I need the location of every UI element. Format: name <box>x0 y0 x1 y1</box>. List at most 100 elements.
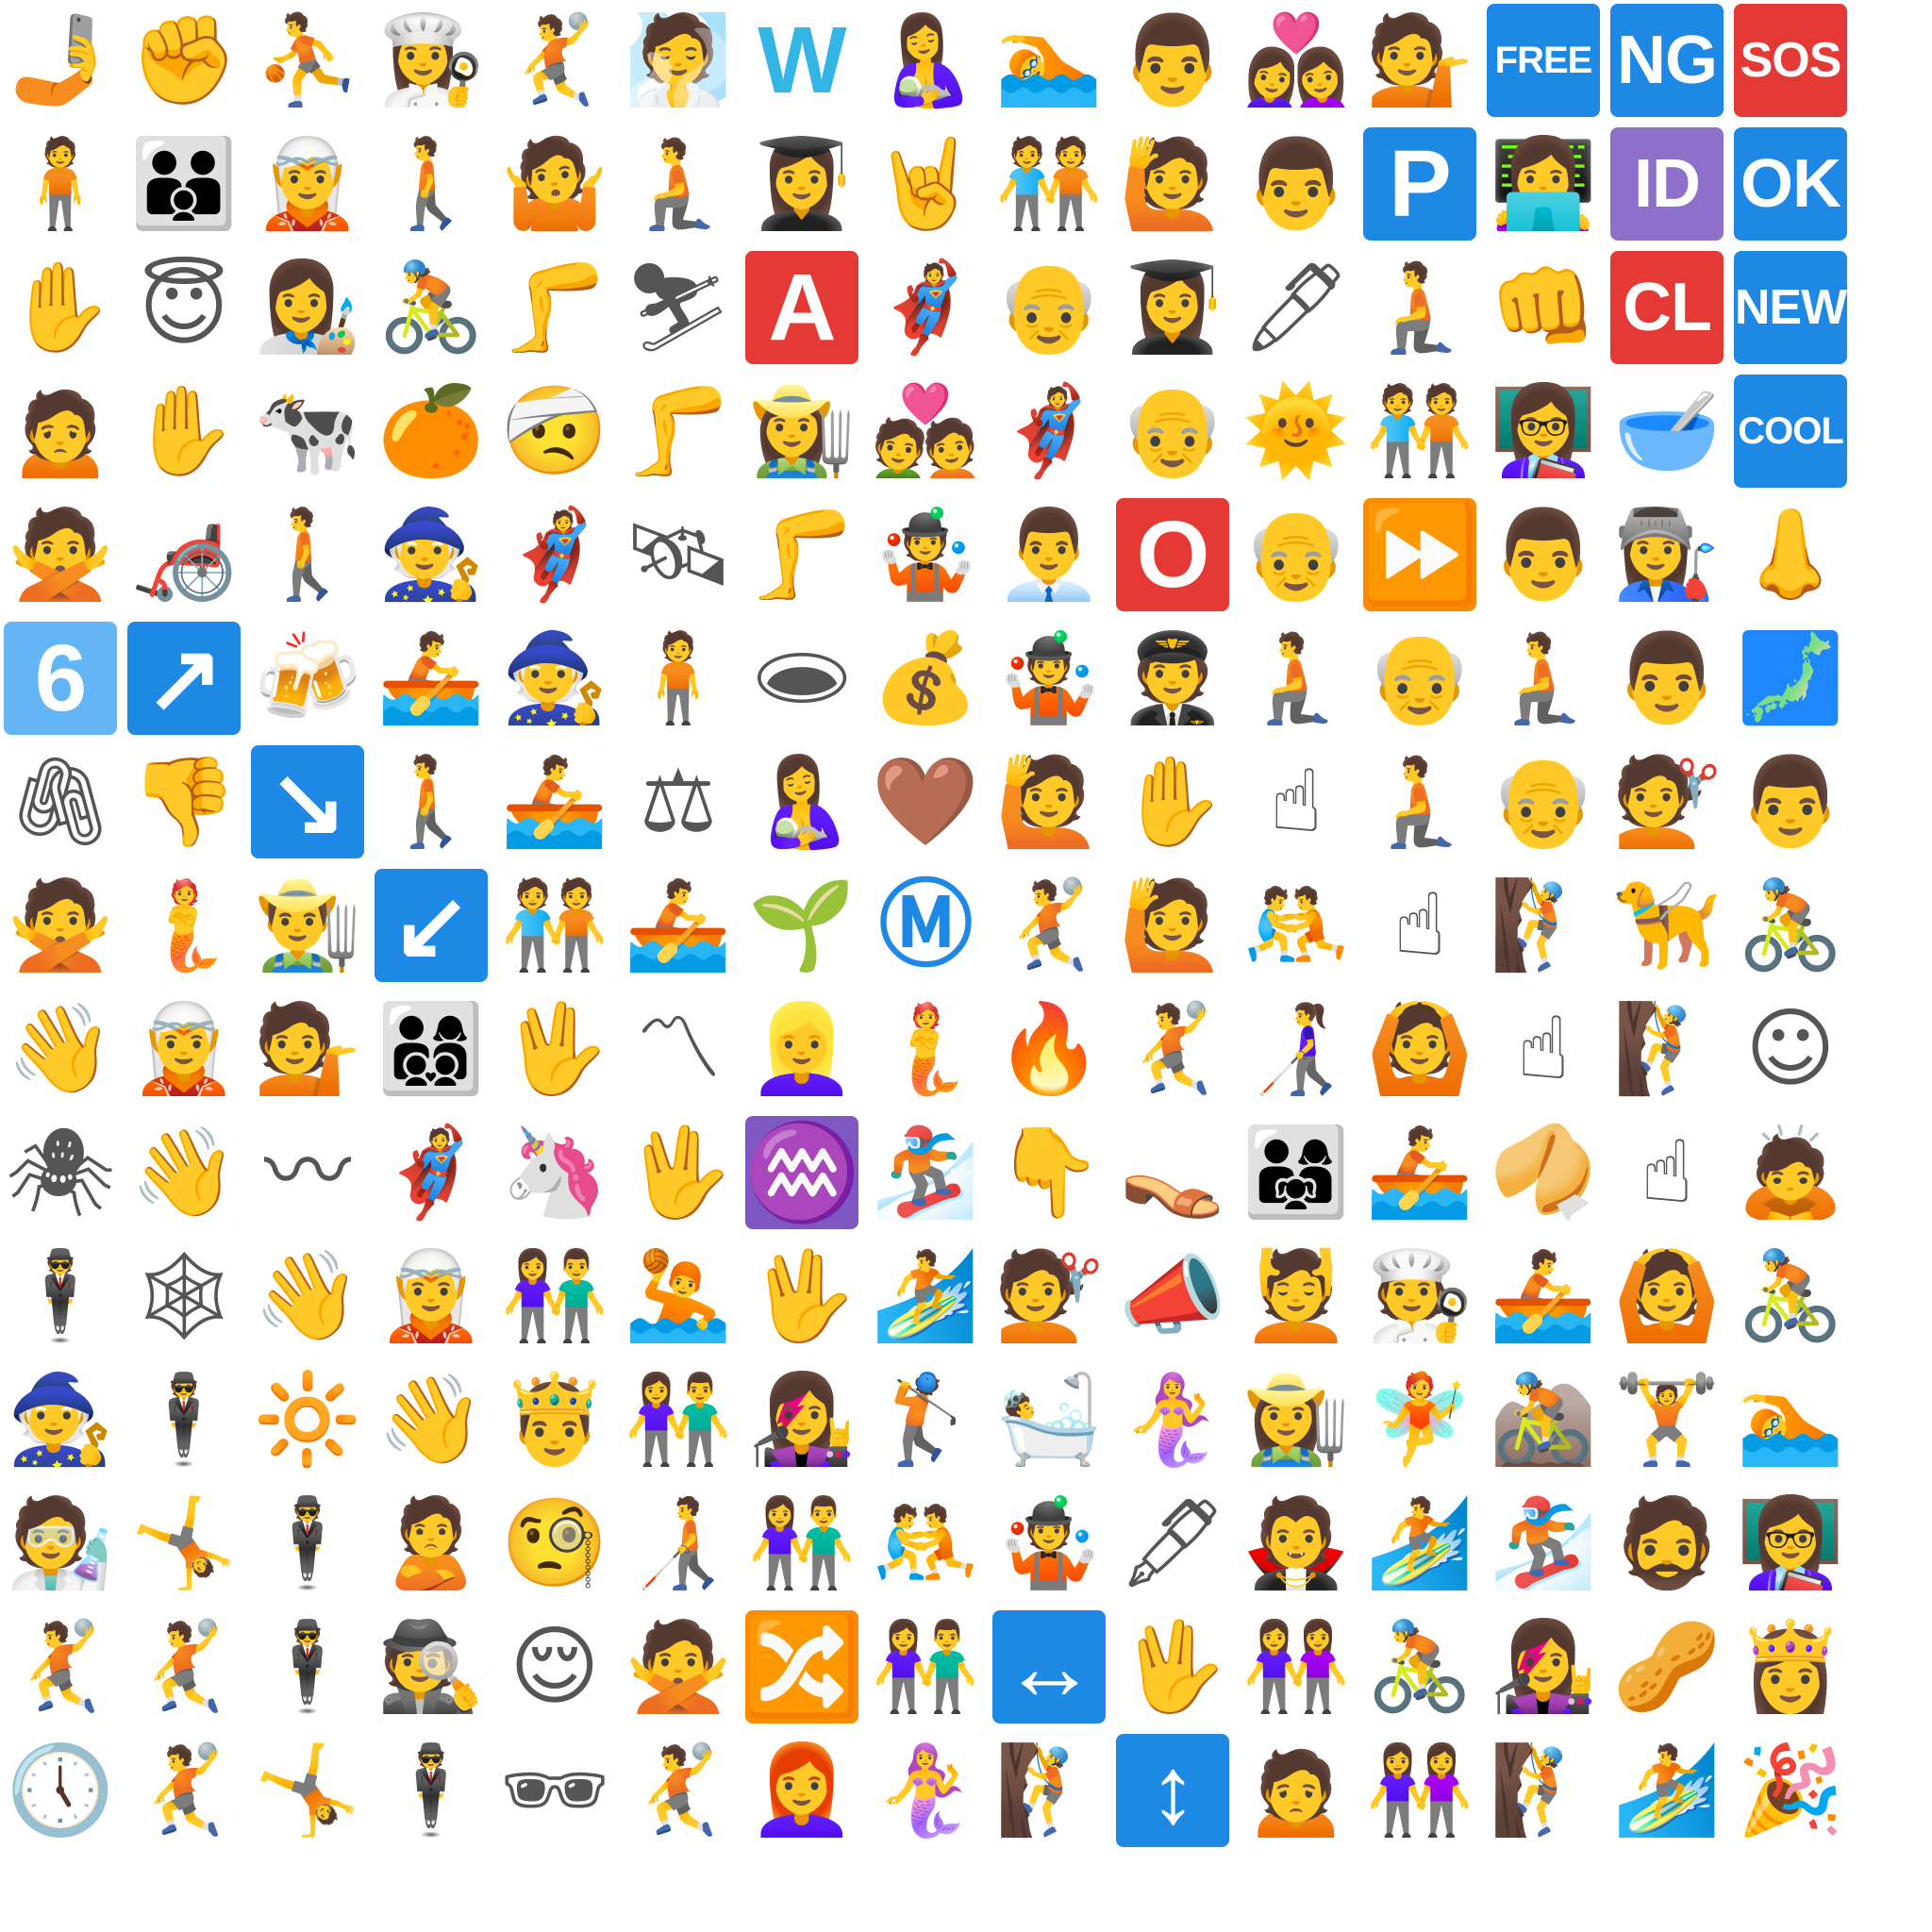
person-in-suit-levitating-icon: 🕴 <box>6 1245 115 1346</box>
woman-teacher-2-icon: 👩‍🏫 <box>1736 1492 1845 1593</box>
woman-walking-icon: 🚶 <box>253 504 362 605</box>
up-down-arrow-icon: ↕ <box>1116 1734 1229 1847</box>
sos-button-icon: SOS <box>1734 4 1847 117</box>
smiling-face-with-halo-icon: 😇 <box>139 257 229 358</box>
old-man-2-icon: 👴 <box>1241 504 1351 605</box>
merperson-2-icon: 🧜 <box>871 998 980 1099</box>
raised-hand-dark-icon: ✋ <box>129 380 239 481</box>
princess-icon: 👸 <box>1736 1616 1845 1717</box>
technologist-icon: 👩‍💻 <box>1489 133 1598 234</box>
person-tipping-hand-icon: 💁 <box>1365 9 1474 110</box>
person-climbing-2-icon: 🧗 <box>1612 998 1722 1099</box>
woman-surfing-icon: 🏄 <box>871 1245 980 1346</box>
part-alternation-mark-icon: 〽 <box>634 998 722 1099</box>
woman-frowning-icon: 🙍 <box>1241 1740 1351 1840</box>
woman-student-medium-icon: 👩‍🎓 <box>1118 257 1227 358</box>
vulcan-salute-4-icon: 🖖 <box>1118 1616 1227 1717</box>
balance-scale-icon: ⚖ <box>639 751 718 852</box>
woman-rowing-boat-icon: 🚣 <box>1365 1122 1474 1223</box>
woman-playing-handball-3-icon: 🤾 <box>624 1740 733 1840</box>
man-gesturing-no-icon: 🙅 <box>6 874 115 975</box>
skier-icon: ⛷ <box>623 257 734 358</box>
couple-with-heart-women-icon: 👩‍❤‍👩 <box>1241 9 1351 110</box>
raised-hand-light-icon: ✋ <box>1118 751 1227 852</box>
nose-icon: 👃 <box>1736 504 1845 605</box>
woman-with-white-cane-icon: 👩‍🦯 <box>1241 998 1351 1099</box>
woman-shrugging-icon: 🤷 <box>500 133 609 234</box>
ok-button-icon: OK <box>1734 127 1847 241</box>
person-biking-3-icon: 🚴 <box>1736 1245 1845 1346</box>
person-biking-4-icon: 🚴 <box>1365 1616 1474 1717</box>
index-pointing-up-4-icon: ☝ <box>1640 1122 1694 1223</box>
couple-with-heart-icon: 💑 <box>871 380 980 481</box>
a-button-icon: A <box>745 251 858 364</box>
person-walking-icon: 🚶 <box>376 133 486 234</box>
waving-hand-3-icon: 👋 <box>253 1245 362 1346</box>
woman-factory-worker-icon: 👩‍🏭 <box>1612 504 1722 605</box>
raised-fist-icon: ✊ <box>129 9 239 110</box>
down-right-arrow-icon: ↘ <box>251 745 364 858</box>
old-man-medium-icon: 👴 <box>1118 380 1227 481</box>
index-pointing-up-2-icon: ☝ <box>1392 874 1447 975</box>
circled-m-icon: Ⓜ <box>869 869 982 982</box>
smiling-face-icon: ☺ <box>1745 998 1836 1099</box>
waving-hand-icon: 👋 <box>6 998 115 1099</box>
woman-hairdresser-icon: 💇 <box>1612 751 1722 852</box>
woman-playing-handball-2-icon: 🤾 <box>994 874 1104 975</box>
woman-bowing-icon: 🙇 <box>1736 1122 1845 1223</box>
party-popper-icon: 🎉 <box>1736 1740 1845 1840</box>
cook-icon: 🧑‍🍳 <box>1365 1245 1474 1346</box>
megaphone-icon: 📣 <box>1118 1245 1227 1346</box>
seedling-icon: 🌱 <box>747 874 857 975</box>
tangerine-icon: 🍊 <box>376 380 486 481</box>
person-with-white-cane-icon: 🧑‍🦯 <box>624 1492 733 1593</box>
man-in-steamy-room-icon: 🧖 <box>624 9 733 110</box>
person-playing-handball-4-icon: 🤾 <box>129 1740 239 1840</box>
aquarius-icon: ♒ <box>745 1116 858 1229</box>
women-holding-hands-2-icon: 👭 <box>1365 1740 1474 1840</box>
person-mountain-biking-icon: 🚵 <box>1489 1369 1598 1470</box>
emoji-sheet: 🤳 ✊ ⛹ 👩‍🍳 🤾 🧖 W 🤱 🏊 👨 👩‍❤‍👩 💁 FREE NG SOS 🧍 👨‍👨‍👦 🧝 🚶 🤷 🧎 👩‍🎓… <box>4 4 1847 1847</box>
people-holding-hands-3-icon: 🧑‍🤝‍🧑 <box>500 874 609 975</box>
woman-and-man-holding-hands-2-icon: 👫 <box>624 1369 733 1470</box>
fire-icon: 🔥 <box>994 998 1104 1099</box>
person-in-suit-levitating-3-icon: 🕴 <box>253 1492 362 1593</box>
person-in-suit-levitating-5-icon: 🕴 <box>376 1740 486 1840</box>
old-man-dark-icon: 👴 <box>1489 751 1598 852</box>
elf-icon: 🧝 <box>253 133 362 234</box>
face-with-head-bandage-icon: 🤕 <box>500 380 609 481</box>
id-button-icon: ID <box>1610 127 1724 241</box>
map-of-japan-icon: 🗾 <box>1736 627 1845 728</box>
woman-student-icon: 👩‍🎓 <box>747 133 857 234</box>
person-climbing-3-icon: 🧗 <box>994 1740 1104 1840</box>
person-rowing-boat-3-icon: 🚣 <box>624 874 733 975</box>
merperson-icon: 🧜 <box>129 874 239 975</box>
sunglasses-icon: 🕶 <box>499 1740 610 1840</box>
person-gesturing-no-icon: 🙅 <box>6 504 115 605</box>
people-holding-hands-icon: 🧑‍🤝‍🧑 <box>994 133 1104 234</box>
person-playing-water-polo-icon: 🤽 <box>624 1245 733 1346</box>
man-office-worker-icon: 👨‍💼 <box>994 504 1104 605</box>
person-playing-handball-3-icon: 🤾 <box>129 1616 239 1717</box>
woman-kneeling-icon: 🧎 <box>1241 627 1351 728</box>
keycap-6-icon: 6 <box>4 622 117 735</box>
sign-of-horns-icon: 🤘 <box>871 133 980 234</box>
family-man-man-boy-icon: 👨‍👨‍👦 <box>129 133 239 234</box>
people-holding-hands-2-icon: 🧑‍🤝‍🧑 <box>1365 380 1474 481</box>
brown-heart-icon: 🤎 <box>871 751 980 852</box>
woman-juggling-icon: 🤹 <box>994 1492 1104 1593</box>
breast-feeding-icon: 🤱 <box>871 9 980 110</box>
mage-3-icon: 🧙 <box>6 1369 115 1470</box>
fountain-pen-icon: 🖋 <box>1117 1492 1228 1593</box>
person-in-suit-levitating-2-icon: 🕴 <box>129 1369 239 1470</box>
woman-farmer-2-icon: 👩‍🌾 <box>1241 1369 1351 1470</box>
scientist-icon: 🧑‍🔬 <box>6 1492 115 1593</box>
man-getting-massage-icon: 💆 <box>1241 1245 1351 1346</box>
down-left-arrow-icon: ↙ <box>375 869 488 982</box>
person-biking-icon: 🚴 <box>376 257 486 358</box>
person-lifting-weights-icon: 🏋 <box>1612 1369 1722 1470</box>
person-kneeling-icon: 🧎 <box>624 133 733 234</box>
linked-paperclips-icon: 🖇 <box>5 751 116 852</box>
person-kneeling-4-icon: 🧎 <box>1365 751 1474 852</box>
old-man-3-icon: 👴 <box>1365 627 1474 728</box>
